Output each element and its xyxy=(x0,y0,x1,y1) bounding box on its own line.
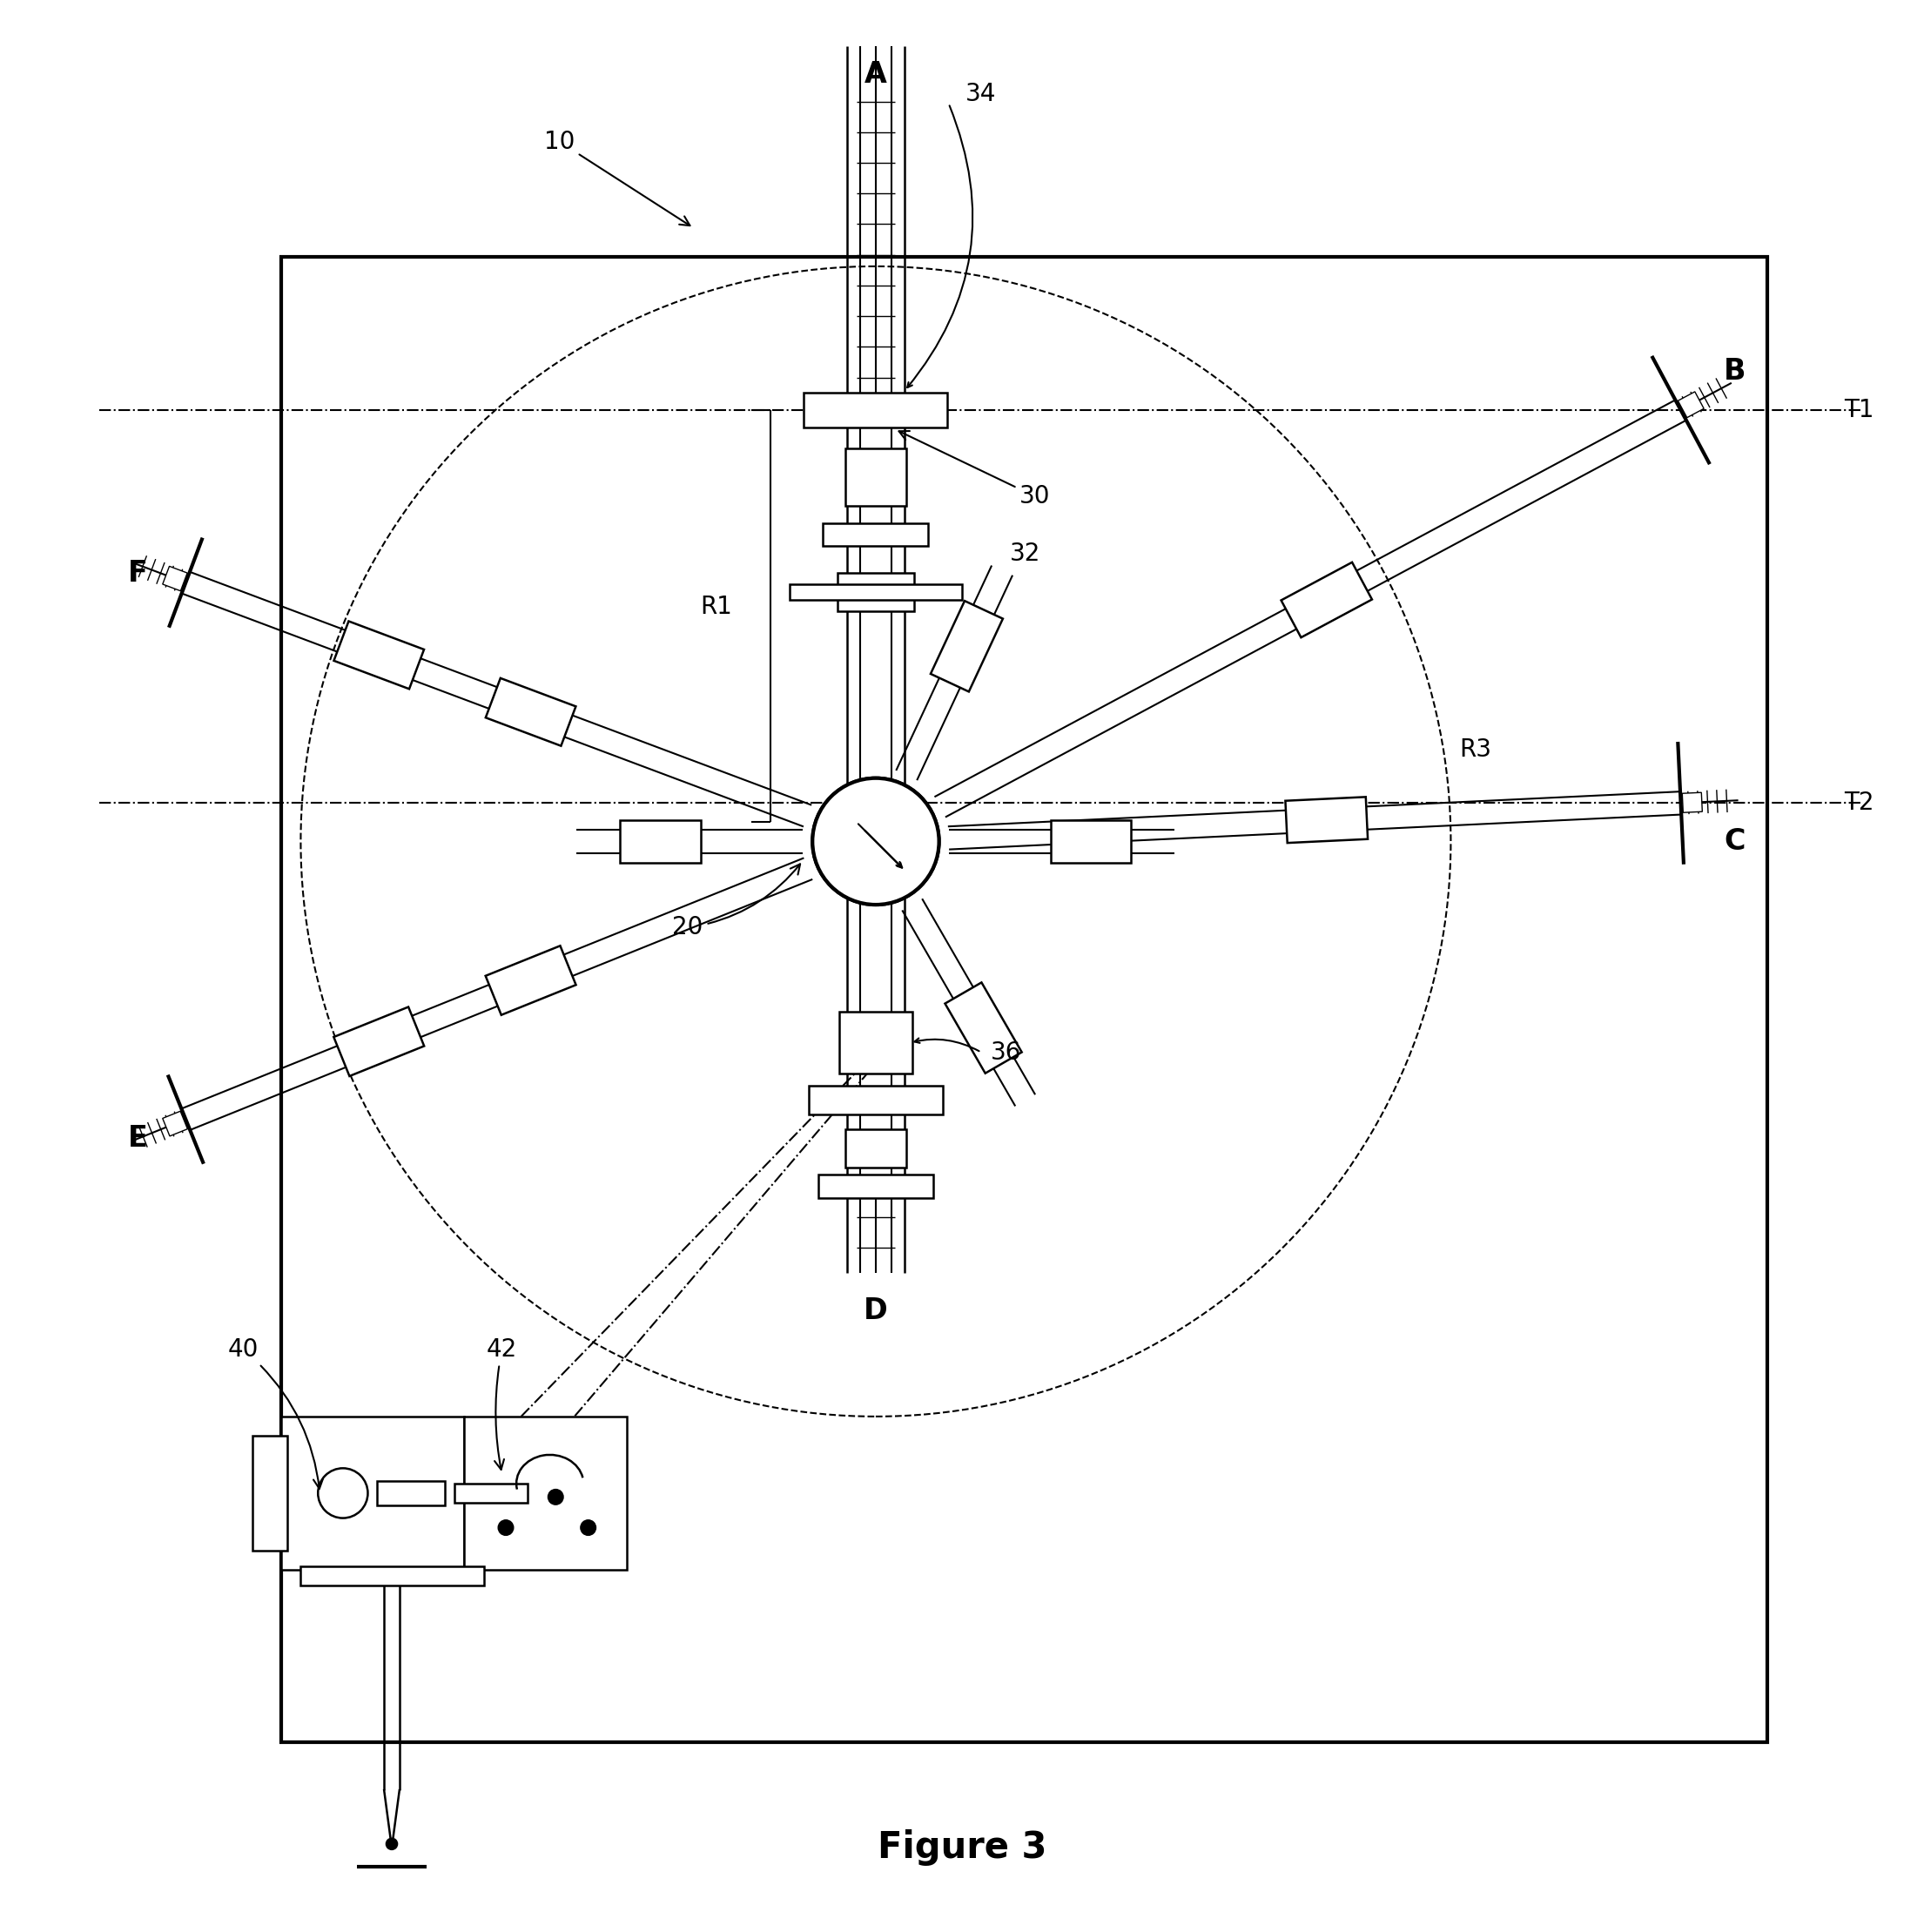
Polygon shape xyxy=(1281,562,1372,638)
Polygon shape xyxy=(164,566,187,591)
Text: D: D xyxy=(864,1296,887,1325)
Bar xyxy=(823,524,929,547)
Polygon shape xyxy=(620,821,700,862)
Text: 30: 30 xyxy=(899,431,1051,508)
Text: R1: R1 xyxy=(700,595,731,618)
Text: T2: T2 xyxy=(1843,790,1874,815)
Text: C: C xyxy=(1724,827,1745,856)
Polygon shape xyxy=(1051,821,1131,862)
Text: Figure 3: Figure 3 xyxy=(877,1830,1047,1866)
Polygon shape xyxy=(1285,798,1368,842)
Bar xyxy=(300,1567,485,1584)
Text: A: A xyxy=(864,60,887,89)
Bar xyxy=(804,392,949,427)
Text: 42: 42 xyxy=(487,1337,518,1470)
Polygon shape xyxy=(333,1007,423,1076)
Bar xyxy=(837,574,914,611)
Text: 34: 34 xyxy=(966,81,997,106)
Text: 10: 10 xyxy=(544,129,691,226)
Text: 20: 20 xyxy=(673,864,800,939)
Bar xyxy=(845,448,906,506)
Text: R3: R3 xyxy=(1460,738,1491,761)
Text: T1: T1 xyxy=(1843,398,1874,423)
Circle shape xyxy=(498,1520,514,1536)
Circle shape xyxy=(548,1490,564,1505)
Bar xyxy=(808,1086,943,1115)
Polygon shape xyxy=(945,983,1022,1074)
Bar xyxy=(464,1416,627,1571)
Polygon shape xyxy=(931,601,1002,692)
Bar xyxy=(454,1484,527,1503)
Bar xyxy=(281,257,1766,1743)
Bar xyxy=(789,585,962,599)
Bar xyxy=(839,1012,912,1074)
Text: 32: 32 xyxy=(1010,541,1041,566)
Circle shape xyxy=(581,1520,596,1536)
Bar xyxy=(818,1175,933,1198)
Text: B: B xyxy=(1724,357,1745,386)
Text: 40: 40 xyxy=(227,1337,323,1490)
Polygon shape xyxy=(335,622,423,690)
Polygon shape xyxy=(1678,392,1705,417)
Bar xyxy=(252,1435,287,1551)
Circle shape xyxy=(812,779,939,904)
Circle shape xyxy=(812,779,939,904)
Polygon shape xyxy=(1682,792,1703,813)
Polygon shape xyxy=(485,947,575,1014)
Text: E: E xyxy=(127,1124,148,1153)
Circle shape xyxy=(317,1468,367,1519)
Circle shape xyxy=(387,1837,398,1849)
Bar xyxy=(845,1128,906,1167)
Text: F: F xyxy=(127,558,148,587)
Polygon shape xyxy=(164,1111,187,1136)
Bar xyxy=(377,1480,444,1505)
Polygon shape xyxy=(485,678,575,746)
Bar xyxy=(281,1416,464,1571)
Text: 36: 36 xyxy=(991,1039,1022,1065)
